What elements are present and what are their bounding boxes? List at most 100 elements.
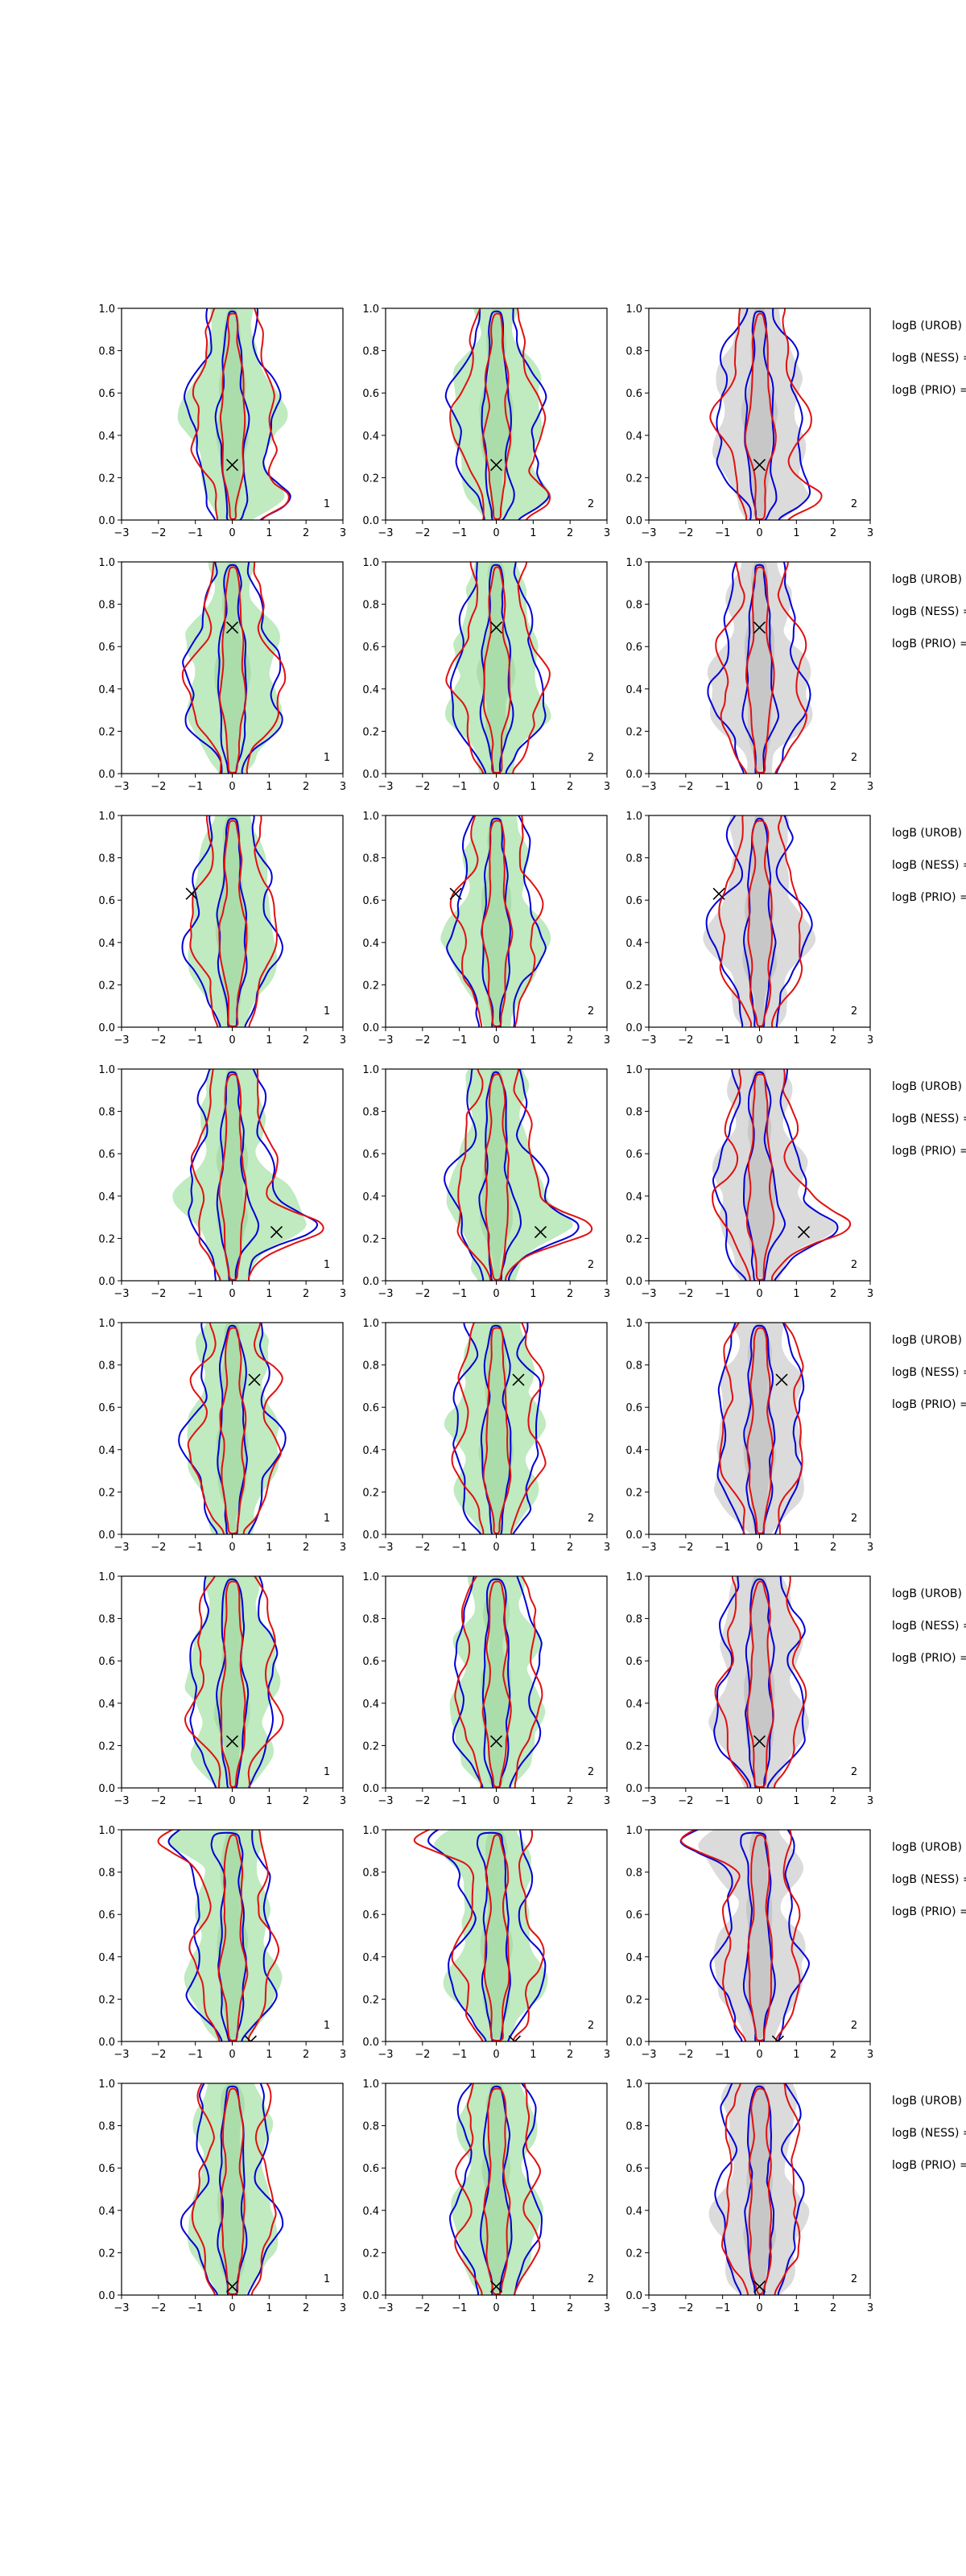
logb-label: logB (UROB) =: [892, 1080, 966, 1093]
y-tick-label: 0.4: [98, 1952, 115, 1964]
y-tick-label: 0.0: [362, 769, 379, 781]
y-tick-label: 0.4: [98, 2206, 115, 2218]
x-tick-label: 0: [493, 1542, 499, 1554]
x-tick-label: 2: [567, 781, 573, 793]
y-tick-label: 0.4: [98, 431, 115, 443]
x-tick-label: 3: [604, 1542, 610, 1554]
x-tick-label: −1: [188, 2302, 203, 2314]
y-tick-label: 1.0: [625, 303, 642, 316]
y-tick-label: 0.8: [362, 600, 379, 612]
y-tick-label: 0.4: [362, 1952, 379, 1964]
panel-label: 2: [588, 2020, 594, 2032]
density-fill: [712, 1069, 837, 1281]
density-contours: [440, 815, 551, 1027]
x-tick-label: 2: [830, 1795, 836, 1807]
y-tick-label: 0.8: [98, 1107, 115, 1119]
panel-r6-c2: −3 −2 −1 0 1 2 3 0.0 0.2 0.4 0.6 0.8 1.0 2: [362, 1571, 610, 1807]
x-tick-label: 2: [567, 2049, 573, 2061]
x-tick-label: −2: [678, 2302, 693, 2314]
x-tick-label: −1: [188, 1795, 203, 1807]
x-tick-label: −1: [452, 1795, 467, 1807]
y-tick-label: 0.2: [362, 1233, 379, 1245]
y-tick-label: 0.6: [625, 1909, 642, 1922]
y-tick-label: 0.6: [362, 1909, 379, 1922]
y-tick-label: 0.4: [625, 1445, 642, 1457]
y-tick-label: 0.0: [625, 1783, 642, 1795]
red-contour-outer: [413, 1830, 545, 2041]
x-tick-label: −2: [151, 1795, 166, 1807]
true-value-marker: [753, 459, 766, 472]
panel-label: 2: [851, 1259, 857, 1271]
y-tick-label: 0.6: [98, 388, 115, 400]
density-contours: [709, 308, 823, 520]
x-tick-label: 2: [303, 1795, 309, 1807]
y-tick-label: 0.6: [98, 642, 115, 654]
x-tick-label: 2: [567, 527, 573, 539]
density-contours: [444, 308, 551, 520]
density-contours: [177, 308, 291, 520]
density-contours: [181, 562, 287, 774]
x-tick-label: 3: [340, 527, 346, 539]
y-tick-label: 0.2: [98, 726, 115, 738]
x-tick-label: 0: [493, 1795, 499, 1807]
density-contours: [181, 815, 284, 1027]
panel-label: 2: [851, 1005, 857, 1018]
y-tick-label: 0.2: [98, 980, 115, 992]
x-tick-label: 1: [793, 1542, 799, 1554]
red-contour-outer: [449, 815, 544, 1027]
x-tick-label: 3: [340, 1288, 346, 1300]
panel-label: 2: [851, 1766, 857, 1778]
x-tick-label: −1: [452, 1034, 467, 1046]
x-tick-label: −1: [188, 781, 203, 793]
red-contour-outer: [190, 308, 290, 520]
red-contour-inner: [747, 819, 774, 1027]
y-tick-label: 0.4: [98, 938, 115, 950]
x-tick-label: 1: [530, 2049, 536, 2061]
x-tick-label: 2: [830, 2302, 836, 2314]
true-value-marker: [775, 1373, 788, 1386]
red-contour-inner: [219, 312, 246, 520]
y-tick-label: 1.0: [625, 1318, 642, 1330]
true-value-marker: [753, 2280, 766, 2293]
panel-r2-c1: −3 −2 −1 0 1 2 3 0.0 0.2 0.4 0.6 0.8 1.0 1: [98, 557, 346, 793]
blue-contour-outer: [452, 1576, 543, 1788]
x-tick-label: −2: [415, 1288, 430, 1300]
true-value-marker: [449, 887, 462, 900]
y-tick-label: 0.4: [362, 938, 379, 950]
y-tick-label: 1.0: [625, 1571, 642, 1583]
logb-label: logB (PRIO) =: [892, 1145, 966, 1158]
y-tick-label: 0.0: [98, 2037, 115, 2049]
panel-label: 1: [324, 498, 330, 510]
density-contours: [707, 562, 813, 774]
y-tick-label: 0.0: [362, 2037, 379, 2049]
y-tick-label: 0.8: [98, 600, 115, 612]
x-tick-label: −3: [114, 781, 129, 793]
density-fill: [446, 1069, 573, 1281]
x-tick-label: −2: [151, 1542, 166, 1554]
x-tick-label: 0: [756, 2049, 762, 2061]
y-tick-label: 0.8: [362, 853, 379, 865]
y-tick-label: 1.0: [362, 811, 379, 823]
x-tick-label: 1: [530, 1288, 536, 1300]
panel-r4-c3: −3 −2 −1 0 1 2 3 0.0 0.2 0.4 0.6 0.8 1.0 2: [625, 1064, 873, 1300]
x-tick-label: 3: [604, 2049, 610, 2061]
red-contour-outer: [181, 562, 287, 774]
red-contour-inner: [218, 566, 247, 774]
x-tick-label: −3: [114, 2302, 129, 2314]
red-contour-outer: [719, 1323, 804, 1534]
x-tick-label: −2: [678, 781, 693, 793]
logb-label: logB (PRIO) =: [892, 1905, 966, 1918]
x-tick-label: −3: [114, 1542, 129, 1554]
y-tick-label: 0.6: [625, 895, 642, 907]
logb-labels-row-4: logB (UROB) = logB (NESS) = logB (PRIO) =: [892, 1080, 966, 1158]
x-tick-label: 1: [530, 781, 536, 793]
x-tick-label: 3: [604, 1034, 610, 1046]
y-tick-label: 0.0: [362, 1276, 379, 1288]
logb-label: logB (UROB) =: [892, 1841, 966, 1854]
panel-label: 2: [588, 1259, 594, 1271]
x-tick-label: 1: [530, 1542, 536, 1554]
x-tick-label: 1: [266, 2049, 272, 2061]
x-tick-label: −3: [641, 2302, 656, 2314]
panel-r7-c3: −3 −2 −1 0 1 2 3 0.0 0.2 0.4 0.6 0.8 1.0 2: [625, 1825, 873, 2061]
x-tick-label: −3: [641, 781, 656, 793]
